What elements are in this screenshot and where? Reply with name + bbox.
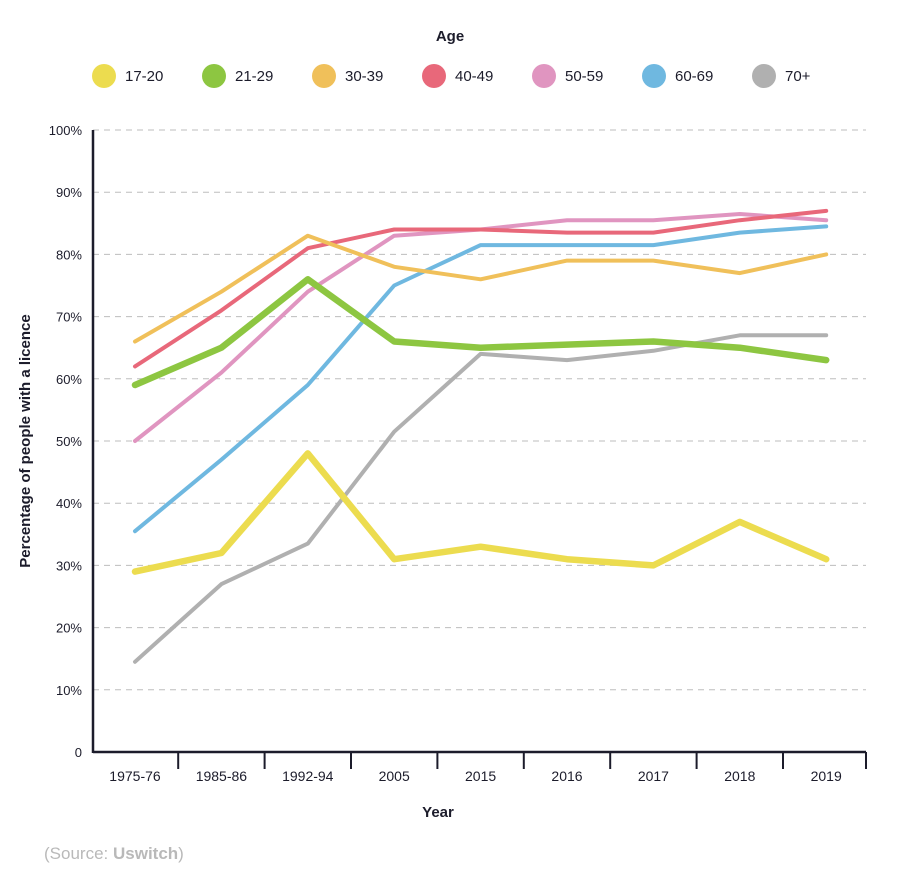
legend-swatch xyxy=(532,64,556,88)
y-tick-label: 60% xyxy=(56,372,82,387)
legend-label: 17-20 xyxy=(125,67,164,85)
legend-title: Age xyxy=(435,28,465,45)
legend: 17-20 21-29 30-39 40-49 50-59 60-69 70+ xyxy=(92,64,862,88)
source-name: Uswitch xyxy=(112,844,179,863)
x-tick-label: 2019 xyxy=(811,768,842,784)
x-tick-label: 2017 xyxy=(638,768,669,784)
source-note: (Source: Uswitch) xyxy=(44,844,184,864)
x-tick-label: 2015 xyxy=(465,768,496,784)
legend-label: 21-29 xyxy=(235,67,274,85)
series-line-40-49 xyxy=(133,208,829,369)
source-suffix: ) xyxy=(178,844,184,863)
x-tick-label: 2005 xyxy=(379,768,410,784)
x-tick-label: 2018 xyxy=(724,768,755,784)
legend-swatch xyxy=(92,64,116,88)
y-tick-label: 20% xyxy=(56,621,82,636)
legend-swatch xyxy=(642,64,666,88)
y-tick-label: 100% xyxy=(49,123,83,138)
x-tick-label: 1975-76 xyxy=(109,768,161,784)
series-line-60-69 xyxy=(133,224,829,534)
y-axis-label: Percentage of people with a licence xyxy=(17,314,34,567)
legend-item: 60-69 xyxy=(642,64,752,88)
legend-item: 17-20 xyxy=(92,64,202,88)
x-tick-label: 2016 xyxy=(551,768,582,784)
series-line-70+ xyxy=(133,333,829,664)
series-line-21-29 xyxy=(131,276,830,389)
legend-swatch xyxy=(752,64,776,88)
y-tick-label: 80% xyxy=(56,247,82,262)
source-prefix: (Source: xyxy=(44,844,113,863)
legend-swatch xyxy=(312,64,336,88)
legend-swatch xyxy=(422,64,446,88)
x-tick-label: 1992-94 xyxy=(282,768,334,784)
y-tick-label: 0 xyxy=(75,745,82,760)
y-tick-label: 70% xyxy=(56,310,82,325)
legend-item: 30-39 xyxy=(312,64,422,88)
series-line-30-39 xyxy=(133,233,829,344)
legend-label: 70+ xyxy=(785,67,811,85)
legend-label: 50-59 xyxy=(565,67,604,85)
series-line-50-59 xyxy=(133,212,829,443)
legend-swatch xyxy=(202,64,226,88)
y-tick-label: 50% xyxy=(56,434,82,449)
y-tick-label: 10% xyxy=(56,683,82,698)
legend-label: 40-49 xyxy=(455,67,494,85)
x-tick-label: 1985-86 xyxy=(196,768,248,784)
y-tick-label: 30% xyxy=(56,558,82,573)
y-tick-label: 90% xyxy=(56,185,82,200)
series-line-17-20 xyxy=(131,450,830,575)
x-axis-label: Year xyxy=(422,804,454,821)
legend-item: 21-29 xyxy=(202,64,312,88)
legend-item: 40-49 xyxy=(422,64,532,88)
legend-label: 30-39 xyxy=(345,67,384,85)
legend-item: 70+ xyxy=(752,64,862,88)
legend-item: 50-59 xyxy=(532,64,642,88)
y-tick-label: 40% xyxy=(56,496,82,511)
legend-label: 60-69 xyxy=(675,67,714,85)
